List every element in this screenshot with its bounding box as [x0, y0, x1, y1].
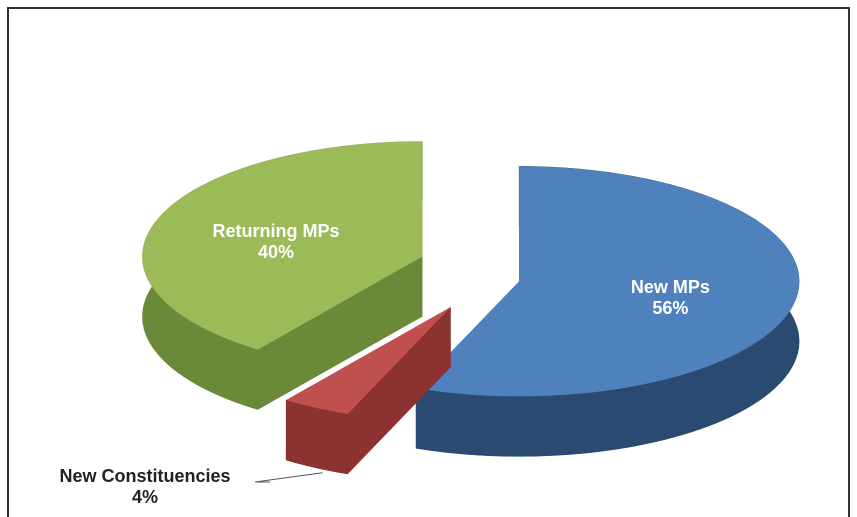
leader-line — [254, 472, 323, 483]
data-label-name: New Constituencies — [59, 466, 230, 486]
data-label-name: New MPs — [631, 277, 710, 297]
slice — [142, 141, 423, 350]
data-label-value: 40% — [258, 242, 294, 262]
slice-outer-wall — [285, 399, 348, 475]
slice — [416, 166, 800, 397]
slice — [286, 307, 451, 414]
pie-slice — [285, 307, 451, 475]
pie-slice — [415, 166, 800, 457]
pie-slice — [142, 141, 423, 410]
slice-radial-wall — [257, 256, 423, 410]
data-label-value: 56% — [652, 298, 688, 318]
data-label-name: Returning MPs — [212, 221, 339, 241]
data-label-value: 4% — [132, 487, 158, 507]
